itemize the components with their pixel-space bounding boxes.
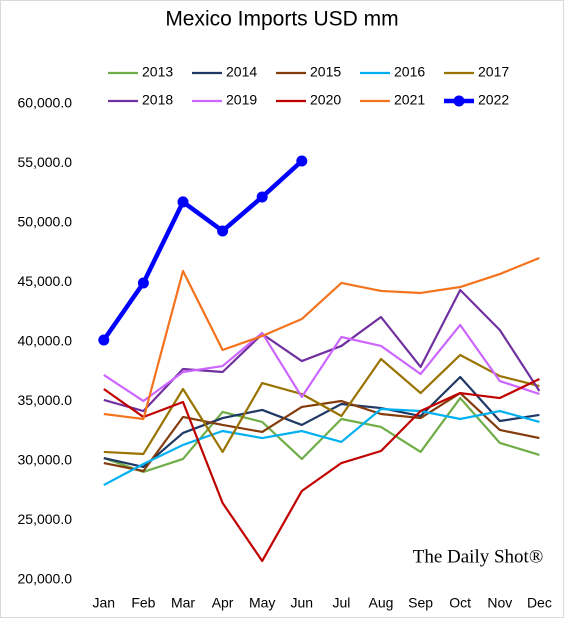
point <box>217 225 229 237</box>
series-line <box>103 256 540 421</box>
legend-label: 2020 <box>310 92 341 108</box>
legend-label: 2019 <box>226 92 257 108</box>
point <box>98 334 110 346</box>
y-tick-label: 45,000.0 <box>18 273 73 289</box>
legend-label: 2014 <box>226 64 257 80</box>
series-line <box>101 159 304 342</box>
legend-marker <box>453 95 465 107</box>
point <box>296 155 308 167</box>
x-tick-label: Jul <box>332 595 350 611</box>
y-tick-label: 50,000.0 <box>18 214 73 230</box>
x-tick-label: Jun <box>291 595 314 611</box>
x-tick-label: Aug <box>369 595 394 611</box>
series-line <box>103 378 540 563</box>
y-tick-label: 25,000.0 <box>18 511 73 527</box>
legend-label: 2018 <box>142 92 173 108</box>
legend-label: 2021 <box>394 92 425 108</box>
y-tick-label: 30,000.0 <box>18 452 73 468</box>
legend-label: 2017 <box>478 64 509 80</box>
chart-title: Mexico Imports USD mm <box>165 8 398 31</box>
y-tick-label: 20,000.0 <box>18 571 73 587</box>
x-tick-label: Apr <box>212 595 234 611</box>
x-tick-label: Oct <box>449 595 471 611</box>
y-tick-label: 35,000.0 <box>18 392 73 408</box>
x-tick-label: Sep <box>408 595 433 611</box>
y-tick-label: 40,000.0 <box>18 333 73 349</box>
point <box>256 191 268 203</box>
legend-label: 2015 <box>310 64 341 80</box>
point <box>137 277 149 289</box>
legend-label: 2022 <box>478 92 509 108</box>
legend-label: 2013 <box>142 64 173 80</box>
series-line <box>103 323 540 403</box>
point <box>177 196 189 208</box>
x-tick-label: Nov <box>487 595 512 611</box>
x-tick-label: Mar <box>171 595 195 611</box>
series-line <box>103 407 540 487</box>
legend-label: 2016 <box>394 64 425 80</box>
x-tick-label: Feb <box>131 595 155 611</box>
watermark: The Daily Shot® <box>413 546 544 567</box>
series-line <box>103 375 540 469</box>
y-tick-label: 60,000.0 <box>18 95 73 111</box>
x-tick-label: Dec <box>527 595 552 611</box>
series-line <box>103 353 540 456</box>
x-tick-label: Jan <box>93 595 116 611</box>
y-tick-label: 55,000.0 <box>18 154 73 170</box>
series-line <box>103 396 540 474</box>
x-tick-label: May <box>249 595 275 611</box>
